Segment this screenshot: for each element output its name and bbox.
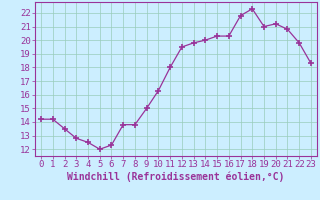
X-axis label: Windchill (Refroidissement éolien,°C): Windchill (Refroidissement éolien,°C) — [67, 172, 285, 182]
